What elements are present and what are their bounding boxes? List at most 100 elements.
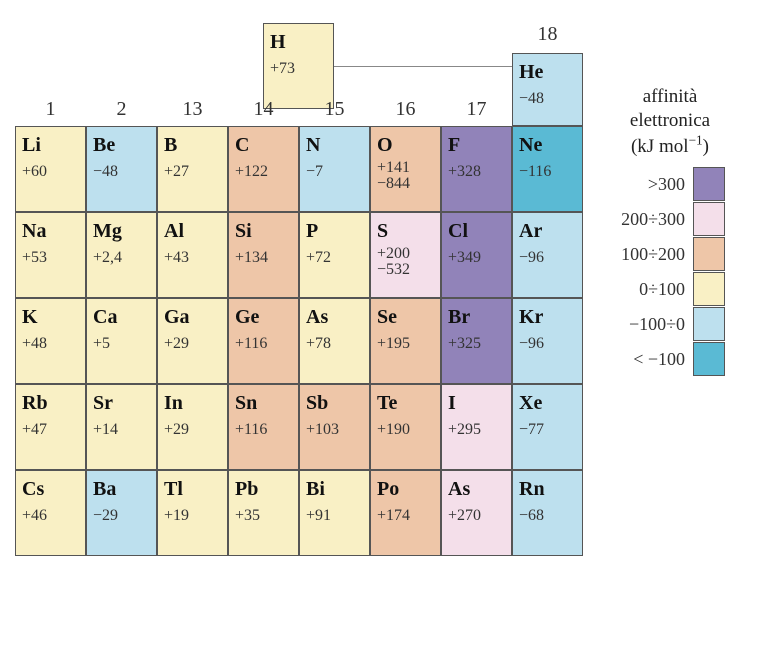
legend-label: >300 <box>595 174 685 195</box>
legend-title-line1: affinità elettronica <box>630 86 710 131</box>
column-header: 13 <box>157 98 228 121</box>
element-symbol: Tl <box>164 478 221 501</box>
element-cell-Na: Na +53 <box>15 212 86 298</box>
element-symbol: Ar <box>519 220 576 243</box>
element-value: +190 <box>377 421 434 439</box>
element-cell-Kr: Kr −96 <box>512 298 583 384</box>
element-symbol: P <box>306 220 363 243</box>
legend-swatch <box>693 307 725 341</box>
element-cell-Cl: Cl +349 <box>441 212 512 298</box>
element-value: +35 <box>235 507 292 525</box>
element-symbol: As <box>306 306 363 329</box>
element-value: +122 <box>235 163 292 181</box>
element-symbol: Ba <box>93 478 150 501</box>
element-value: +103 <box>306 421 363 439</box>
element-value: +91 <box>306 507 363 525</box>
element-symbol: Ne <box>519 134 576 157</box>
element-cell-As: As+270 <box>441 470 512 556</box>
element-value: +43 <box>164 249 221 267</box>
legend-row: 100÷200 <box>595 237 725 271</box>
element-value: −96 <box>519 335 576 353</box>
element-symbol: C <box>235 134 292 157</box>
element-symbol: H <box>270 31 327 54</box>
element-cell-Ge: Ge+116 <box>228 298 299 384</box>
element-value: +73 <box>270 60 327 78</box>
connector-line <box>334 66 512 67</box>
legend-row: 0÷100 <box>595 272 725 306</box>
legend-row: >300 <box>595 167 725 201</box>
element-value: +29 <box>164 335 221 353</box>
element-cell-C: C +122 <box>228 126 299 212</box>
element-value: +116 <box>235 421 292 439</box>
element-value: +349 <box>448 249 505 267</box>
element-value: +48 <box>22 335 79 353</box>
element-cell-O: O+141−844 <box>370 126 441 212</box>
legend-swatch <box>693 342 725 376</box>
element-cell-Sr: Sr+14 <box>86 384 157 470</box>
element-symbol: B <box>164 134 221 157</box>
element-symbol: O <box>377 134 434 157</box>
element-value: +328 <box>448 163 505 181</box>
element-cell-Ga: Ga+29 <box>157 298 228 384</box>
element-cell-Li: Li +60 <box>15 126 86 212</box>
element-value: +60 <box>22 163 79 181</box>
legend-swatch <box>693 272 725 306</box>
element-cell-Bi: Bi +91 <box>299 470 370 556</box>
element-value: +29 <box>164 421 221 439</box>
column-header: 1 <box>15 98 86 121</box>
element-symbol: Sr <box>93 392 150 415</box>
element-cell-Si: Si+134 <box>228 212 299 298</box>
element-symbol: Rb <box>22 392 79 415</box>
element-symbol: Cl <box>448 220 505 243</box>
element-value: +2,4 <box>93 249 150 267</box>
element-value: +5 <box>93 335 150 353</box>
element-symbol: Xe <box>519 392 576 415</box>
element-value: −116 <box>519 163 576 181</box>
element-symbol: F <box>448 134 505 157</box>
element-cell-Sn: Sn +116 <box>228 384 299 470</box>
element-cell-Xe: Xe−77 <box>512 384 583 470</box>
element-cell-F: F +328 <box>441 126 512 212</box>
element-value: −48 <box>519 90 576 108</box>
element-value: +53 <box>22 249 79 267</box>
element-symbol: Si <box>235 220 292 243</box>
element-symbol: Ca <box>93 306 150 329</box>
element-cell-Pb: Pb +35 <box>228 470 299 556</box>
element-cell-Mg: Mg+2,4 <box>86 212 157 298</box>
element-cell-He: He−48 <box>512 53 583 126</box>
element-cell-Br: Br+325 <box>441 298 512 384</box>
element-cell-Ba: Ba−29 <box>86 470 157 556</box>
element-value-2: −532 <box>377 261 434 279</box>
element-cell-K: K +48 <box>15 298 86 384</box>
element-cell-Ca: Ca +5 <box>86 298 157 384</box>
element-cell-As: As+78 <box>299 298 370 384</box>
legend-row: 200÷300 <box>595 202 725 236</box>
element-symbol: Be <box>93 134 150 157</box>
element-symbol: Li <box>22 134 79 157</box>
element-symbol: Bi <box>306 478 363 501</box>
element-cell-Te: Te +190 <box>370 384 441 470</box>
element-cell-H: H +73 <box>263 23 334 109</box>
element-value: +270 <box>448 507 505 525</box>
legend-title: affinità elettronica (kJ mol−1) <box>605 85 735 159</box>
legend-label: 200÷300 <box>595 209 685 230</box>
legend-label: 0÷100 <box>595 279 685 300</box>
legend-title-unit: (kJ mol−1) <box>631 136 709 157</box>
element-cell-N: N−7 <box>299 126 370 212</box>
element-cell-Tl: Tl+19 <box>157 470 228 556</box>
element-symbol: Pb <box>235 478 292 501</box>
legend-label: < −100 <box>595 349 685 370</box>
element-cell-Be: Be −48 <box>86 126 157 212</box>
element-symbol: K <box>22 306 79 329</box>
element-symbol: Na <box>22 220 79 243</box>
element-value: +27 <box>164 163 221 181</box>
element-symbol: Kr <box>519 306 576 329</box>
element-value: +174 <box>377 507 434 525</box>
element-cell-Se: Se+195 <box>370 298 441 384</box>
element-cell-Ne: Ne −116 <box>512 126 583 212</box>
element-symbol: Sn <box>235 392 292 415</box>
element-symbol: Te <box>377 392 434 415</box>
element-symbol: N <box>306 134 363 157</box>
element-symbol: Br <box>448 306 505 329</box>
element-value: −48 <box>93 163 150 181</box>
